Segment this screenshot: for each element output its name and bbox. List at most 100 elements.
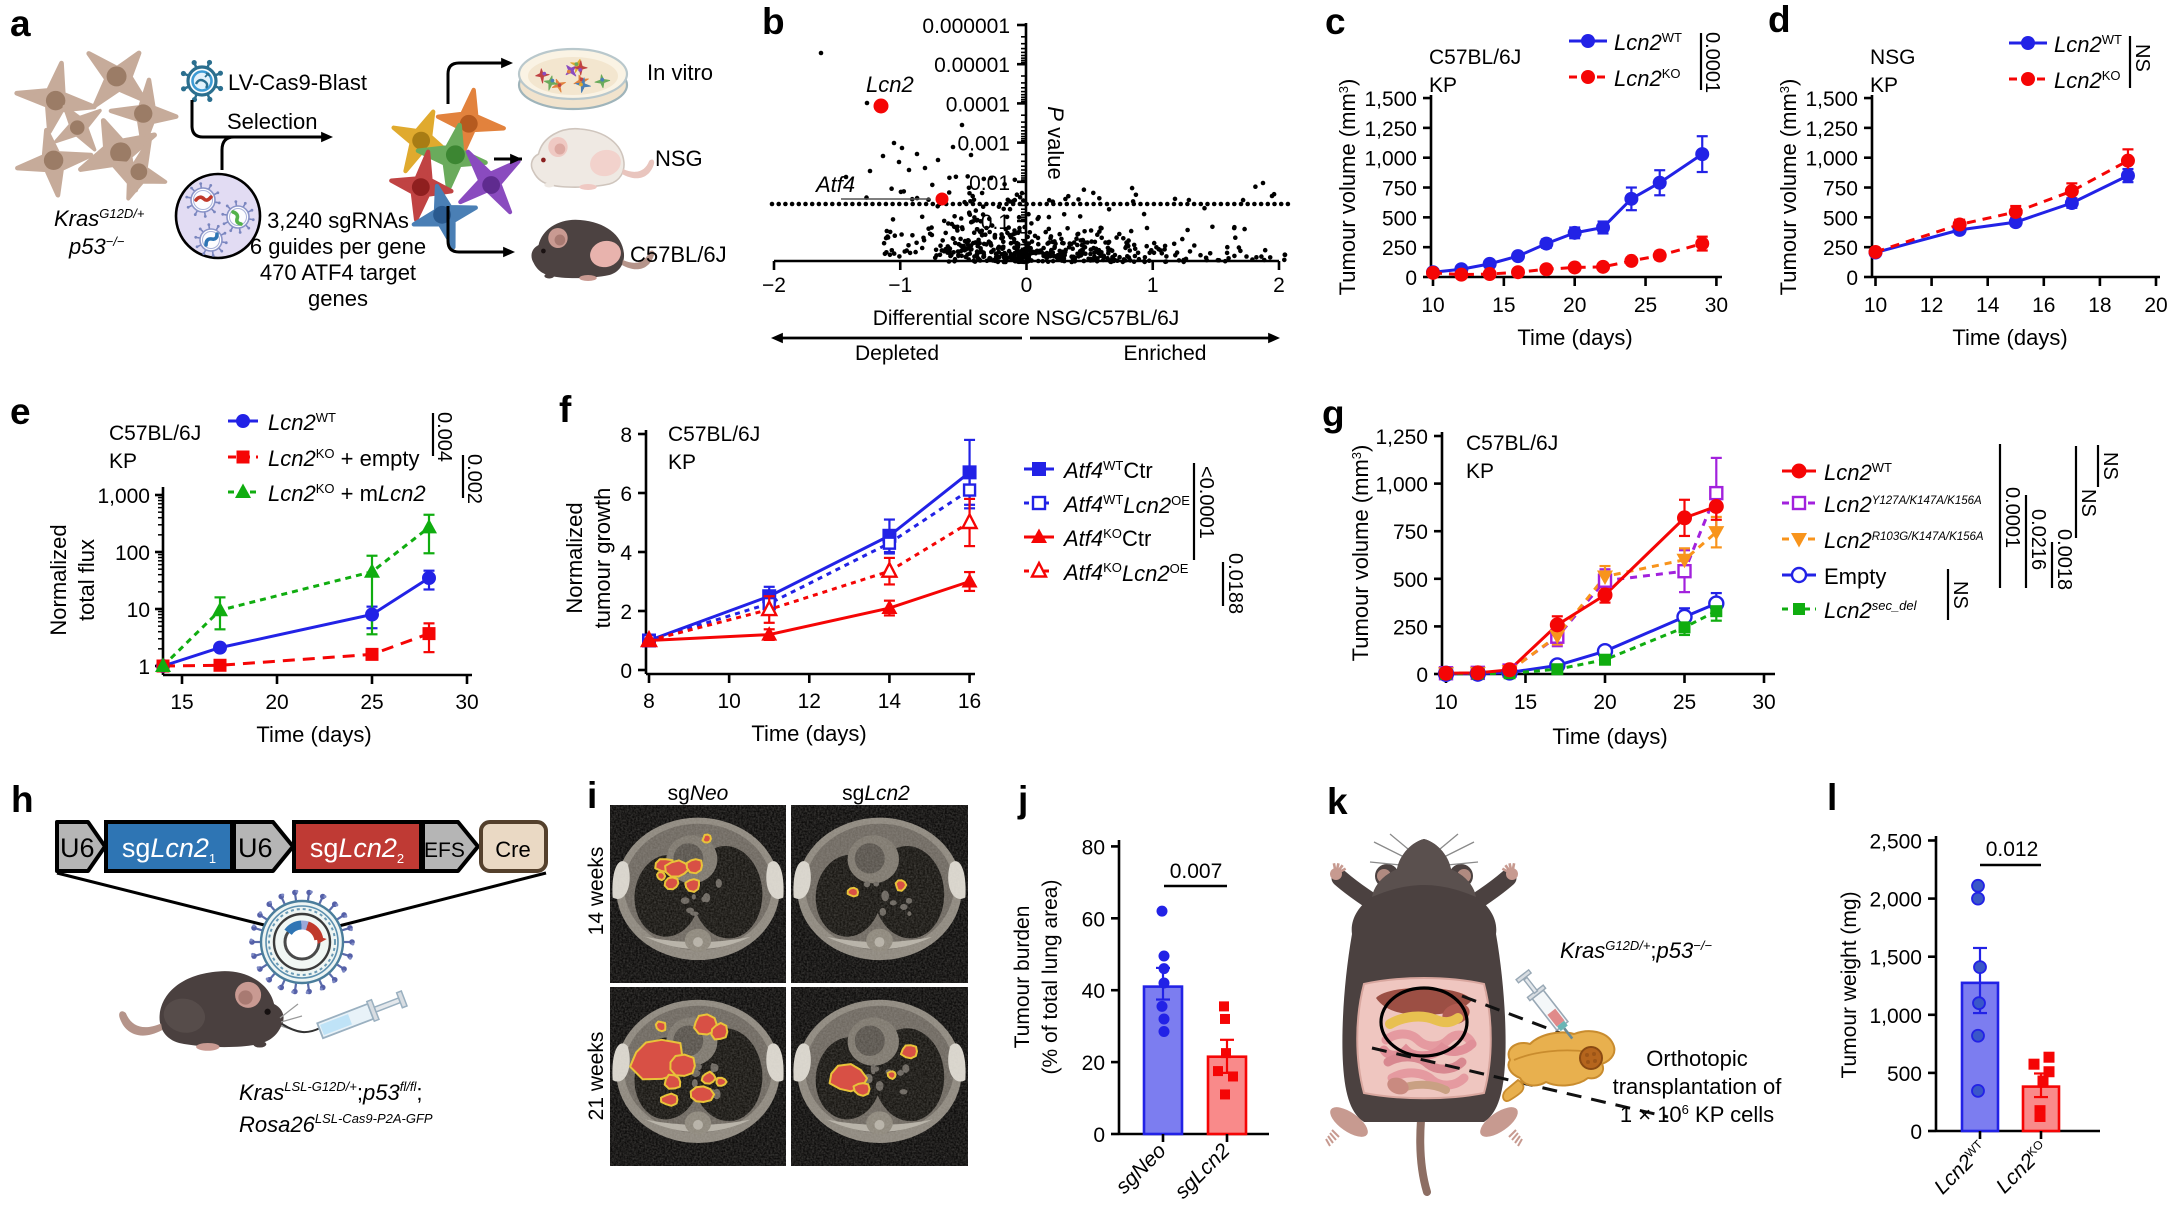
- svg-text:Normalized: Normalized: [562, 502, 587, 613]
- svg-text:30: 30: [1752, 691, 1775, 714]
- svg-text:sgLcn2: sgLcn2: [842, 782, 910, 805]
- svg-text:0.001: 0.001: [957, 133, 1010, 156]
- svg-text:In vitro: In vitro: [647, 60, 713, 85]
- svg-text:0.007: 0.007: [1170, 860, 1223, 883]
- svg-text:20: 20: [1082, 1052, 1105, 1075]
- svg-text:transplantation of: transplantation of: [1613, 1074, 1783, 1099]
- svg-text:NS: NS: [2077, 489, 2099, 517]
- svg-text:Lcn2KO: Lcn2KO: [1614, 66, 1681, 91]
- svg-text:4: 4: [620, 542, 632, 565]
- svg-text:KP: KP: [1429, 74, 1457, 97]
- svg-text:h: h: [11, 779, 34, 820]
- svg-text:Time (days): Time (days): [1552, 724, 1667, 749]
- svg-text:0.0001: 0.0001: [946, 93, 1010, 116]
- svg-text:Lcn2sec_del: Lcn2sec_del: [1824, 598, 1918, 623]
- svg-text:1,250: 1,250: [1805, 118, 1858, 141]
- svg-text:Lcn2R103G/K147A/K156A: Lcn2R103G/K147A/K156A: [1824, 528, 1984, 553]
- svg-text:15: 15: [1514, 691, 1537, 714]
- svg-text:10: 10: [1421, 294, 1444, 317]
- svg-text:15: 15: [1492, 294, 1515, 317]
- svg-text:750: 750: [1823, 178, 1858, 201]
- svg-text:500: 500: [1393, 569, 1428, 592]
- svg-text:14: 14: [1976, 294, 2000, 317]
- svg-text:25: 25: [1634, 294, 1657, 317]
- svg-text:sgLcn2: sgLcn2: [1170, 1139, 1234, 1203]
- svg-text:NSG: NSG: [1870, 46, 1916, 69]
- svg-text:C57BL/6J: C57BL/6J: [668, 423, 760, 446]
- svg-text:0: 0: [1846, 267, 1858, 290]
- svg-text:U6: U6: [60, 833, 95, 863]
- svg-text:500: 500: [1823, 207, 1858, 230]
- svg-text:500: 500: [1887, 1063, 1922, 1086]
- svg-text:Differential score NSG/C57BL/6: Differential score NSG/C57BL/6J: [873, 307, 1180, 330]
- svg-text:Tumour burden: Tumour burden: [1011, 906, 1034, 1049]
- svg-text:(% of total lung area): (% of total lung area): [1039, 880, 1062, 1075]
- svg-text:1,000: 1,000: [1805, 148, 1858, 171]
- svg-text:Normalized: Normalized: [46, 524, 71, 635]
- svg-text:470 ATF4 target: 470 ATF4 target: [260, 260, 416, 285]
- svg-text:6 guides per gene: 6 guides per gene: [250, 234, 426, 259]
- svg-text:KrasLSL-G12D/+;p53fl/fl;: KrasLSL-G12D/+;p53fl/fl;: [239, 1079, 422, 1105]
- svg-text:KP: KP: [1870, 74, 1898, 97]
- svg-text:0.0001: 0.0001: [1701, 32, 1723, 93]
- svg-text:sgNeo: sgNeo: [668, 782, 729, 805]
- svg-text:c: c: [1325, 1, 1346, 42]
- svg-text:1,000: 1,000: [1375, 474, 1428, 497]
- svg-text:Atf4WTLcn2OE: Atf4WTLcn2OE: [1062, 492, 1190, 518]
- svg-text:Lcn2WT: Lcn2WT: [1614, 30, 1682, 55]
- svg-text:NS: NS: [2131, 44, 2153, 72]
- svg-text:16: 16: [958, 690, 981, 713]
- svg-text:2,500: 2,500: [1869, 831, 1922, 854]
- svg-text:1,000: 1,000: [97, 485, 150, 508]
- svg-text:10: 10: [1434, 691, 1457, 714]
- svg-text:Cre: Cre: [495, 837, 530, 862]
- svg-text:NS: NS: [1949, 581, 1971, 609]
- svg-text:18: 18: [2088, 294, 2111, 317]
- svg-text:12: 12: [1920, 294, 1943, 317]
- svg-text:10: 10: [1864, 294, 1887, 317]
- svg-text:8: 8: [643, 690, 655, 713]
- svg-text:Enriched: Enriched: [1124, 342, 1207, 365]
- svg-text:25: 25: [1673, 691, 1696, 714]
- svg-text:KP: KP: [668, 451, 696, 474]
- svg-text:21 weeks: 21 weeks: [585, 1032, 608, 1121]
- svg-text:U6: U6: [238, 833, 273, 863]
- svg-text:total flux: total flux: [74, 539, 99, 621]
- svg-text:1,250: 1,250: [1375, 426, 1428, 449]
- svg-text:1,500: 1,500: [1869, 947, 1922, 970]
- svg-text:KP: KP: [1466, 460, 1494, 483]
- svg-text:40: 40: [1082, 980, 1105, 1003]
- svg-text:25: 25: [360, 691, 383, 714]
- svg-text:12: 12: [798, 690, 821, 713]
- svg-text:Time (days): Time (days): [1952, 325, 2067, 350]
- svg-text:750: 750: [1382, 178, 1417, 201]
- svg-text:Rosa26LSL-Cas9-P2A-GFP: Rosa26LSL-Cas9-P2A-GFP: [239, 1111, 433, 1137]
- svg-text:0.004: 0.004: [433, 412, 455, 462]
- svg-text:1,500: 1,500: [1805, 88, 1858, 111]
- svg-text:KrasG12D/+;p53−/−: KrasG12D/+;p53−/−: [1560, 938, 1712, 963]
- svg-text:0: 0: [1416, 664, 1428, 687]
- svg-text:KP: KP: [109, 450, 137, 473]
- svg-text:Tumour volume (mm3): Tumour volume (mm3): [1348, 445, 1373, 662]
- svg-text:20: 20: [2144, 294, 2167, 317]
- svg-text:Lcn2KO: Lcn2KO: [1992, 1137, 2053, 1198]
- svg-text:EFS: EFS: [424, 839, 465, 862]
- svg-text:Time (days): Time (days): [256, 722, 371, 747]
- svg-text:sgNeo: sgNeo: [1111, 1139, 1170, 1198]
- svg-text:LV-Cas9-Blast: LV-Cas9-Blast: [228, 70, 367, 95]
- svg-text:0.01: 0.01: [969, 172, 1010, 195]
- svg-text:3,240 sgRNAs: 3,240 sgRNAs: [267, 208, 409, 233]
- svg-text:Atf4KOCtr: Atf4KOCtr: [1062, 526, 1151, 551]
- svg-text:0.0001: 0.0001: [2001, 487, 2023, 548]
- svg-text:<0.0001: <0.0001: [1195, 466, 1217, 539]
- svg-text:15: 15: [170, 691, 193, 714]
- svg-text:Empty: Empty: [1824, 564, 1886, 589]
- svg-text:14: 14: [878, 690, 902, 713]
- svg-text:C57BL/6J: C57BL/6J: [1429, 46, 1521, 69]
- svg-text:Lcn2: Lcn2: [866, 72, 914, 97]
- svg-text:250: 250: [1393, 616, 1428, 639]
- svg-text:Orthotopic: Orthotopic: [1646, 1046, 1748, 1071]
- svg-text:genes: genes: [308, 286, 368, 311]
- svg-text:Depleted: Depleted: [855, 342, 939, 365]
- svg-text:2,000: 2,000: [1869, 889, 1922, 912]
